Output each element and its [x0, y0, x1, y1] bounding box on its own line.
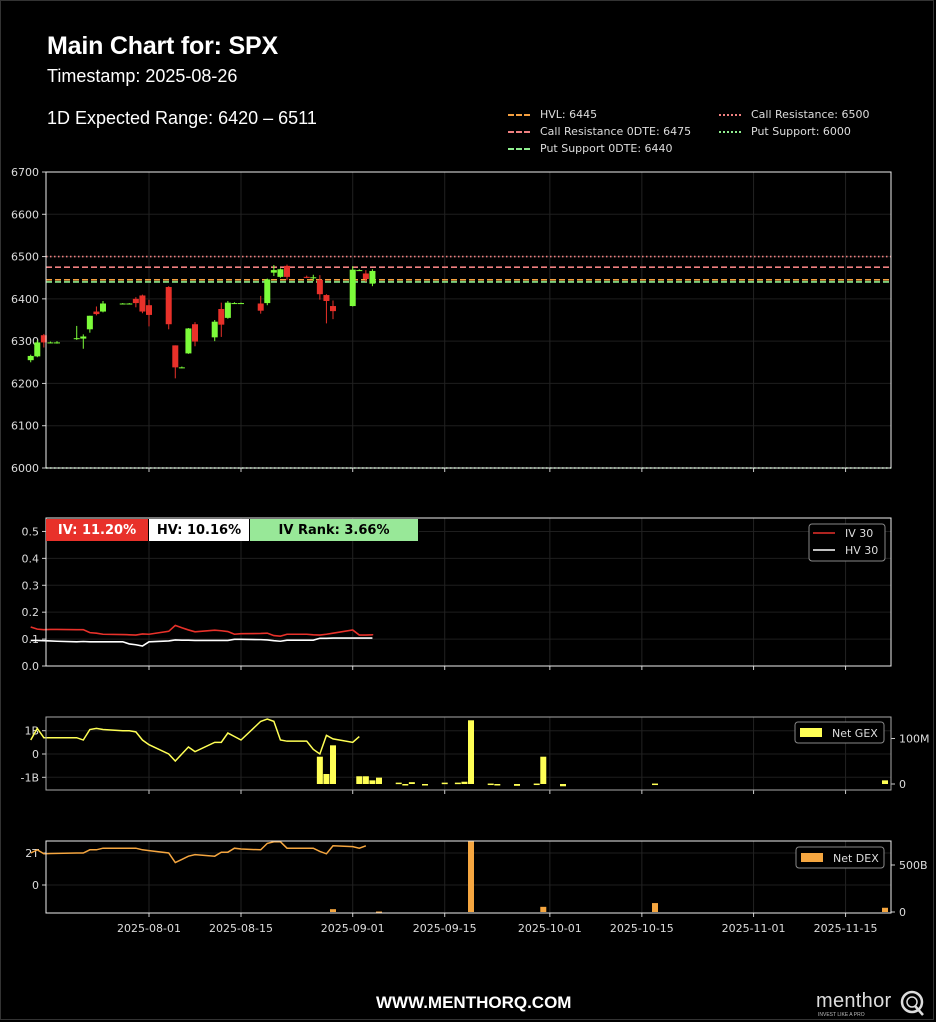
iv-legend: IV 30 HV 30 — [808, 523, 886, 562]
svg-text:2025-11-15: 2025-11-15 — [814, 922, 878, 935]
svg-text:0: 0 — [32, 748, 39, 761]
hv-badge: HV: 10.16% — [149, 519, 250, 541]
chart-title: Main Chart for: SPX — [47, 32, 278, 60]
svg-text:0.1: 0.1 — [22, 633, 40, 646]
svg-text:2T: 2T — [25, 847, 39, 860]
svg-text:0.5: 0.5 — [22, 525, 40, 538]
svg-text:6400: 6400 — [11, 293, 39, 306]
dashed-line-icon — [508, 113, 530, 116]
iv-rank-badge: IV Rank: 3.66% — [250, 519, 419, 541]
legend-label: Call Resistance 0DTE: 6475 — [540, 125, 692, 138]
svg-text:Net GEX: Net GEX — [832, 727, 878, 740]
svg-text:6600: 6600 — [11, 208, 39, 221]
svg-text:2025-08-15: 2025-08-15 — [209, 922, 273, 935]
svg-text:0: 0 — [899, 906, 906, 919]
svg-text:2025-11-01: 2025-11-01 — [722, 922, 786, 935]
svg-text:0.2: 0.2 — [22, 606, 40, 619]
svg-text:2025-08-01: 2025-08-01 — [117, 922, 181, 935]
svg-text:1B: 1B — [24, 725, 39, 738]
svg-text:0: 0 — [32, 879, 39, 892]
svg-text:IV 30: IV 30 — [845, 527, 873, 540]
svg-text:6700: 6700 — [11, 166, 39, 179]
legend-label: HVL: 6445 — [540, 108, 598, 121]
legend-label: Put Support 0DTE: 6440 — [540, 142, 673, 155]
menthorq-logo: menthor INVEST LIKE A PRO — [816, 990, 924, 1018]
expected-range: 1D Expected Range: 6420 – 6511 — [47, 108, 317, 128]
svg-text:0.3: 0.3 — [22, 579, 40, 592]
svg-text:0: 0 — [899, 778, 906, 791]
dashed-line-icon — [508, 147, 530, 150]
legend-item-call-resistance: Call Resistance: 6500 — [719, 108, 870, 121]
svg-text:500B: 500B — [899, 859, 928, 872]
svg-text:2025-09-15: 2025-09-15 — [413, 922, 477, 935]
svg-text:2025-10-01: 2025-10-01 — [518, 922, 582, 935]
volatility-badges: IV: 11.20% HV: 10.16% IV Rank: 3.66% — [46, 519, 419, 541]
svg-text:-1B: -1B — [20, 771, 39, 784]
svg-text:HV 30: HV 30 — [845, 544, 878, 557]
iv-chart: 0.0 0.1 0.2 0.3 0.4 0.5 IV 30 HV 30 — [22, 517, 892, 673]
net-gex-chart: -1B 0 1B 0 100M Net GEX — [20, 716, 930, 794]
q-logo-icon — [900, 990, 924, 1016]
svg-text:6500: 6500 — [11, 251, 39, 264]
svg-text:6000: 6000 — [11, 462, 39, 475]
legend-item-put-support-0dte: Put Support 0DTE: 6440 — [508, 142, 673, 155]
svg-text:6100: 6100 — [11, 420, 39, 433]
price-chart: 6000 6100 6200 6300 6400 6500 6600 6700 — [11, 166, 892, 475]
dotted-line-icon — [719, 113, 741, 116]
legend-item-hvl: HVL: 6445 — [508, 108, 597, 121]
dotted-line-icon — [719, 130, 741, 133]
iv-badge: IV: 11.20% — [46, 519, 149, 541]
dex-legend: Net DEX — [795, 846, 885, 869]
svg-text:0.4: 0.4 — [22, 552, 40, 565]
logo-tagline: INVEST LIKE A PRO — [818, 1012, 865, 1018]
legend-label: Call Resistance: 6500 — [751, 108, 870, 121]
svg-text:2025-10-15: 2025-10-15 — [610, 922, 674, 935]
logo-wordmark: menthor — [816, 990, 892, 1012]
svg-text:6200: 6200 — [11, 377, 39, 390]
legend-item-put-support: Put Support: 6000 — [719, 125, 851, 138]
footer-url[interactable]: WWW.MENTHORQ.COM — [376, 993, 572, 1012]
gex-legend: Net GEX — [794, 721, 885, 744]
legend-label: Put Support: 6000 — [751, 125, 851, 138]
svg-text:0.0: 0.0 — [22, 660, 40, 673]
timestamp: Timestamp: 2025-08-26 — [47, 66, 238, 86]
dashed-line-icon — [508, 130, 530, 133]
net-dex-chart: 0 2T 0 500B 2025-08-01 2025-08-15 2025-09-01 20… — [25, 840, 928, 935]
svg-text:6300: 6300 — [11, 335, 39, 348]
svg-text:2025-09-01: 2025-09-01 — [321, 922, 385, 935]
legend-item-call-resistance-0dte: Call Resistance 0DTE: 6475 — [508, 125, 691, 138]
svg-text:100M: 100M — [899, 733, 930, 746]
svg-text:Net DEX: Net DEX — [833, 852, 879, 865]
